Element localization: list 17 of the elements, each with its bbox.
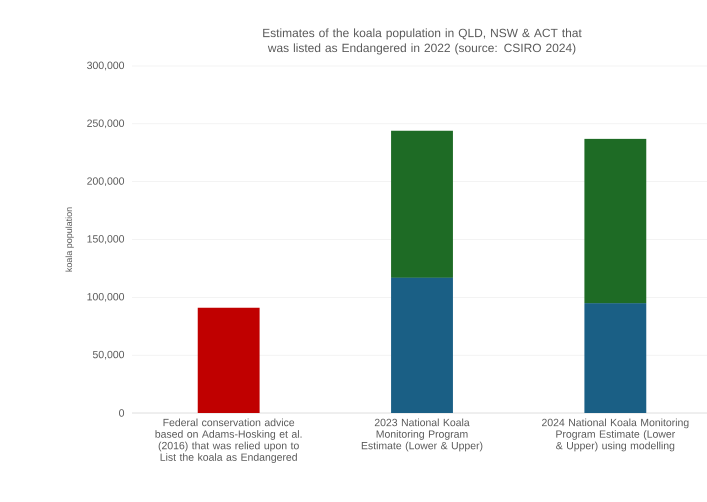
bar	[391, 278, 453, 413]
y-tick-label: 50,000	[92, 350, 124, 360]
x-tick-label: 2024 National Koala Monitoring Program Estimate (Lower & Upper) using modelling	[542, 418, 688, 452]
bar	[391, 130, 453, 278]
bar	[198, 308, 260, 413]
x-tick-label: 2023 National Koala Monitoring Program Estimate (Lower & Upper)	[362, 418, 482, 452]
y-tick-label: 150,000	[87, 235, 124, 244]
y-tick-label: 200,000	[87, 177, 124, 186]
x-tick-label: Federal conservation advice based on Adams-Hosking et al. (2016) that was relied upon to List the koala as Endangered	[155, 418, 302, 463]
y-tick-label: 300,000	[87, 62, 124, 70]
y-axis-title: koala population	[65, 207, 74, 272]
y-tick-label: 0	[119, 409, 124, 417]
y-tick-label: 250,000	[87, 120, 124, 128]
y-tick-label: 100,000	[87, 293, 124, 302]
bar	[584, 138, 646, 304]
chart-title: Estimates of the koala population in QLD, NSW & ACT that was listed as Endangered in 2022 (source: CSIRO 2024)	[263, 28, 582, 55]
bar	[584, 303, 646, 413]
